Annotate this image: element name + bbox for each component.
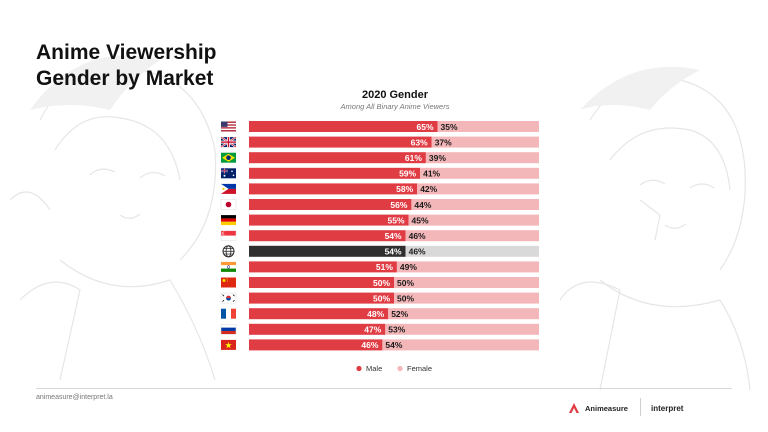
bar-male-vietnam [249, 339, 383, 351]
us-flag-icon [221, 121, 236, 132]
label-male-russia: 47% [364, 325, 381, 335]
interpret-brand: interpret [651, 404, 684, 413]
label-female-philippines: 42% [420, 184, 437, 194]
animeasure-brand-name: Animeasure [585, 403, 628, 413]
label-female-germany: 45% [412, 215, 429, 225]
australia-flag-icon [221, 168, 236, 179]
label-male-china: 50% [373, 278, 390, 288]
label-female-france: 52% [391, 309, 408, 319]
animeasure-brand: Animeasure [568, 402, 628, 414]
bar-female-philippines [417, 183, 539, 195]
label-male-us: 65% [416, 122, 433, 132]
brand-separator [640, 398, 641, 416]
title-line-2: Gender by Market [36, 67, 214, 90]
bar-female-global [405, 245, 539, 257]
label-female-global: 46% [409, 247, 426, 257]
label-female-japan: 44% [414, 200, 431, 210]
globe-icon [222, 245, 235, 258]
germany-flag-icon [221, 215, 236, 226]
bar-female-china [394, 277, 539, 288]
bar-male-global [249, 245, 406, 257]
animeasure-logo-icon [569, 403, 579, 413]
label-female-russia: 53% [388, 325, 405, 335]
bar-male-singapore [249, 230, 406, 242]
label-female-singapore: 46% [409, 231, 426, 241]
bar-female-singapore [405, 230, 539, 242]
legend-male-label: Male [366, 364, 382, 373]
japan-flag-icon [220, 199, 237, 210]
bar-male-germany [249, 214, 409, 226]
india-flag-icon [221, 261, 236, 272]
singapore-flag-icon [220, 230, 237, 241]
bar-male-us [249, 121, 438, 132]
legend-female-label: Female [407, 364, 432, 373]
bar-female-australia [420, 167, 539, 179]
chart-subtitle: Among All Binary Anime Viewers [340, 102, 450, 111]
title-line-1: Anime Viewership [36, 41, 217, 64]
bar-female-south-korea [394, 292, 539, 304]
label-male-singapore: 54% [385, 231, 402, 241]
russia-flag-icon [220, 324, 237, 335]
france-flag-icon [221, 308, 236, 319]
bar-male-philippines [249, 183, 418, 195]
label-female-brazil: 39% [429, 153, 446, 163]
label-male-germany: 55% [387, 215, 404, 225]
bar-male-india [249, 261, 397, 273]
bar-female-uk [431, 136, 539, 148]
bar-female-japan [411, 199, 539, 210]
chart-title: 2020 Gender [361, 89, 429, 101]
legend-female-swatch [397, 365, 403, 372]
label-male-global: 54% [385, 247, 402, 257]
china-flag-icon [221, 277, 236, 288]
vietnam-flag-icon [221, 339, 236, 350]
footer-divider [36, 388, 732, 389]
bar-male-uk [249, 136, 432, 148]
label-female-south-korea: 50% [397, 293, 414, 303]
label-male-uk: 63% [411, 137, 428, 147]
uk-flag-icon [220, 136, 237, 148]
bar-male-china [249, 277, 394, 288]
bar-female-us [437, 121, 539, 132]
label-male-france: 48% [367, 309, 384, 319]
bar-female-france [388, 308, 539, 320]
bar-male-france [249, 308, 389, 320]
label-male-japan: 56% [390, 200, 407, 210]
label-male-vietnam: 46% [361, 340, 378, 350]
bar-female-vietnam [382, 339, 539, 351]
label-male-south-korea: 50% [373, 293, 390, 303]
bar-male-japan [249, 199, 412, 210]
label-male-india: 51% [376, 262, 393, 272]
contact-email: animeasure@interpret.la [36, 394, 113, 401]
label-male-brazil: 61% [405, 153, 422, 163]
bar-male-russia [249, 323, 386, 335]
bar-female-russia [385, 323, 539, 335]
label-female-vietnam: 54% [385, 340, 402, 350]
bar-male-south-korea [249, 292, 394, 304]
bar-male-brazil [249, 152, 426, 164]
bar-female-brazil [425, 152, 539, 164]
bar-male-australia [249, 167, 421, 179]
label-female-australia: 41% [423, 169, 440, 179]
legend-male-swatch [356, 365, 362, 372]
label-female-china: 50% [397, 278, 414, 288]
label-female-us: 35% [441, 122, 458, 132]
label-male-philippines: 58% [396, 184, 413, 194]
brazil-flag-icon [221, 152, 236, 163]
bar-female-germany [408, 214, 539, 226]
label-female-uk: 37% [435, 137, 452, 147]
slide-title: Anime Viewership Gender by Market [36, 40, 217, 92]
south-korea-flag-icon [220, 292, 237, 304]
philippines-flag-icon [221, 183, 236, 194]
bar-female-india [396, 261, 539, 273]
label-female-india: 49% [400, 262, 417, 272]
label-male-australia: 59% [399, 169, 416, 179]
